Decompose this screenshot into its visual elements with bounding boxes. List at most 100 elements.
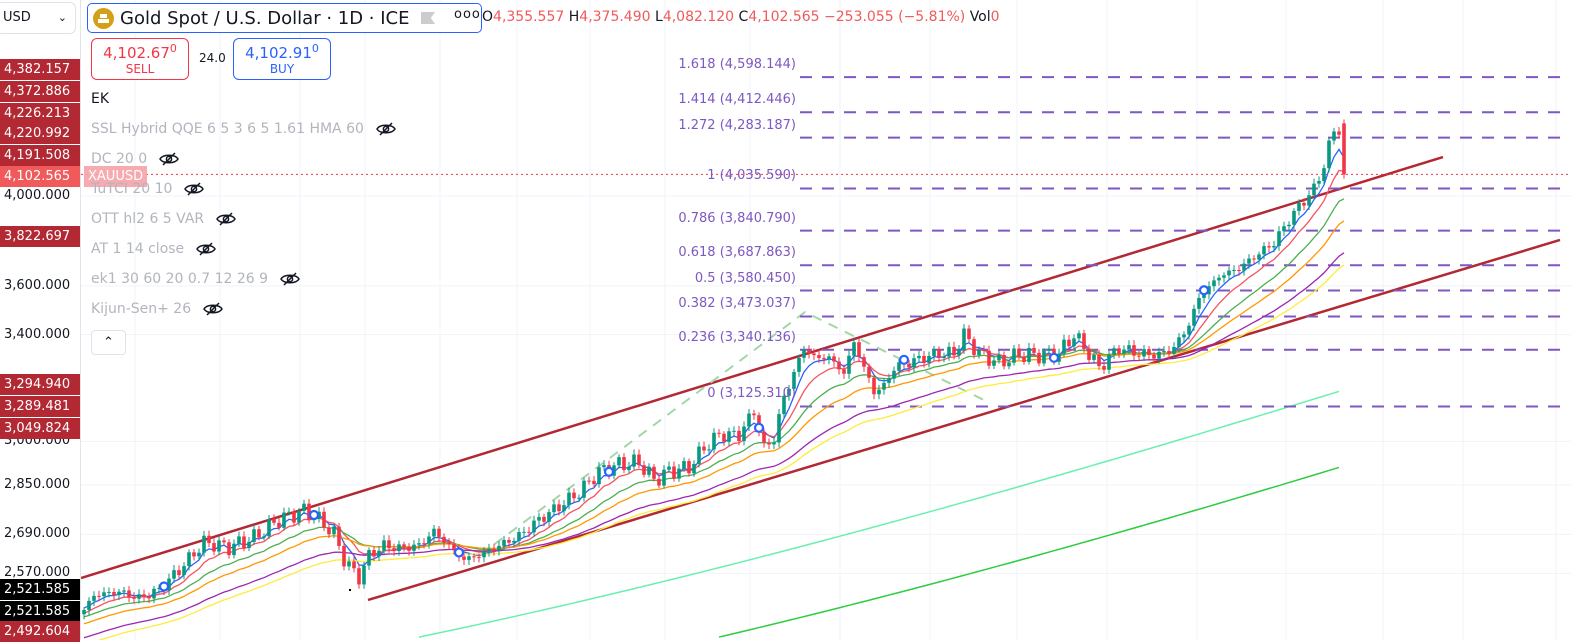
eye-slash-icon[interactable] bbox=[280, 272, 300, 286]
price-tag: 2,492.604 bbox=[0, 621, 80, 642]
candle-body bbox=[1212, 280, 1216, 287]
candle-body bbox=[977, 349, 981, 355]
candle-body bbox=[1122, 349, 1126, 354]
currency-value: USD bbox=[3, 10, 31, 25]
candle-body bbox=[712, 432, 716, 450]
candle-body bbox=[442, 536, 446, 543]
flag-icon[interactable] bbox=[421, 12, 435, 24]
candle-body bbox=[622, 457, 626, 471]
candle-body bbox=[177, 570, 181, 576]
candle-body bbox=[1262, 246, 1266, 255]
eye-slash-icon[interactable] bbox=[376, 122, 396, 136]
candle-body bbox=[187, 552, 191, 567]
eye-slash-icon[interactable] bbox=[196, 242, 217, 256]
candle-body bbox=[157, 587, 161, 589]
candle-body bbox=[1077, 333, 1081, 339]
candle-body bbox=[877, 389, 881, 395]
fib-level-label: 0.786 (3,840.790) bbox=[678, 210, 796, 226]
candle-body bbox=[227, 542, 231, 556]
indicator-item[interactable]: TuTCI 20 10 bbox=[91, 181, 205, 197]
candle-body bbox=[462, 556, 466, 560]
eye-slash-icon[interactable] bbox=[203, 302, 224, 316]
candle-body bbox=[597, 467, 601, 485]
buy-button[interactable]: 4,102.910 BUY bbox=[233, 38, 331, 80]
candle-body bbox=[1097, 354, 1101, 367]
candle-body bbox=[807, 350, 811, 354]
candle-body bbox=[592, 480, 596, 485]
candle-body bbox=[1217, 277, 1221, 281]
candle-body bbox=[257, 529, 261, 538]
candle-body bbox=[1337, 131, 1341, 135]
candle-body bbox=[1222, 275, 1226, 278]
candle-body bbox=[927, 355, 931, 363]
candle-body bbox=[202, 535, 206, 553]
candle-body bbox=[942, 356, 946, 359]
candle-body bbox=[657, 478, 661, 486]
open-value: 4,355.557 bbox=[493, 9, 565, 25]
indicator-label: SSL Hybrid QQE 6 5 3 6 5 1.61 HMA 60 bbox=[91, 121, 364, 137]
candle-body bbox=[167, 578, 171, 591]
signal-circle-marker bbox=[1048, 352, 1060, 363]
candle-body bbox=[322, 511, 326, 528]
price-axis[interactable]: 4,000.000 3,600.000 3,400.000 3,000.000 2,85… bbox=[0, 0, 81, 642]
candle-body bbox=[1307, 195, 1311, 206]
candle-body bbox=[432, 528, 436, 537]
candle-body bbox=[1142, 349, 1146, 357]
candle-body bbox=[1327, 140, 1331, 169]
signal-circle-marker bbox=[158, 581, 170, 592]
candle-body bbox=[1037, 352, 1041, 364]
candle-body bbox=[727, 431, 731, 442]
fib-level-label: 0.236 (3,340.136) bbox=[678, 329, 796, 345]
candle-body bbox=[517, 532, 521, 541]
candle-body bbox=[1172, 346, 1176, 354]
candle-body bbox=[737, 430, 741, 442]
candle-body bbox=[1087, 349, 1091, 360]
long-moving-average-line bbox=[718, 466, 1340, 638]
eye-slash-icon[interactable] bbox=[159, 152, 180, 166]
indicator-label: DC 20 0 bbox=[91, 151, 148, 167]
indicator-item[interactable]: Kijun-Sen+ 26 bbox=[91, 301, 224, 317]
fib-level-label: 0.5 (3,580.450) bbox=[694, 270, 796, 286]
indicator-item[interactable]: DC 20 0 bbox=[91, 151, 180, 167]
indicator-item[interactable]: SSL Hybrid QQE 6 5 3 6 5 1.61 HMA 60 bbox=[91, 121, 396, 137]
candle-body bbox=[92, 595, 96, 601]
candle-body bbox=[1032, 347, 1036, 353]
candle-body bbox=[982, 349, 986, 351]
candle-body bbox=[562, 505, 566, 512]
candle-body bbox=[1047, 348, 1051, 351]
symbol-title-box[interactable]: Gold Spot / U.S. Dollar · 1D · ICE ooo bbox=[87, 3, 482, 33]
candle-body bbox=[1267, 246, 1271, 248]
candle-body bbox=[132, 597, 136, 599]
eye-slash-icon[interactable] bbox=[216, 212, 237, 226]
candle-body bbox=[172, 570, 176, 579]
signal-circle-marker bbox=[308, 509, 320, 521]
candle-body bbox=[1022, 356, 1026, 362]
price-tag: 4,372.886 bbox=[0, 81, 80, 102]
buy-price: 4,102.91 bbox=[245, 44, 312, 62]
candle-body bbox=[892, 370, 896, 379]
sell-button[interactable]: 4,102.670 SELL bbox=[91, 38, 189, 80]
candle-body bbox=[692, 463, 696, 474]
indicator-item[interactable]: ek1 30 60 20 0.7 12 26 9 bbox=[91, 271, 300, 287]
more-options-icon[interactable]: ooo bbox=[454, 7, 481, 22]
candle-body bbox=[1302, 202, 1306, 206]
candle-body bbox=[1342, 123, 1346, 175]
candle-body bbox=[1162, 350, 1166, 352]
indicator-item[interactable]: OTT hl2 6 5 VAR bbox=[91, 211, 237, 227]
candle-body bbox=[572, 492, 576, 499]
candle-body bbox=[957, 350, 961, 356]
currency-select[interactable]: USD ⌄ bbox=[0, 2, 76, 34]
candle-body bbox=[242, 536, 246, 549]
indicator-item[interactable]: EK bbox=[91, 91, 109, 107]
candle-body bbox=[632, 454, 636, 467]
candle-body bbox=[332, 526, 336, 535]
candle-body bbox=[372, 550, 376, 557]
moving-average-line bbox=[83, 198, 1345, 618]
candle-body bbox=[812, 353, 816, 356]
collapse-legend-button[interactable]: ⌃ bbox=[91, 330, 126, 355]
indicator-item[interactable]: AT 1 14 close bbox=[91, 241, 217, 257]
eye-slash-icon[interactable] bbox=[184, 182, 205, 196]
candle-body bbox=[1137, 355, 1141, 357]
candle-body bbox=[477, 557, 481, 559]
